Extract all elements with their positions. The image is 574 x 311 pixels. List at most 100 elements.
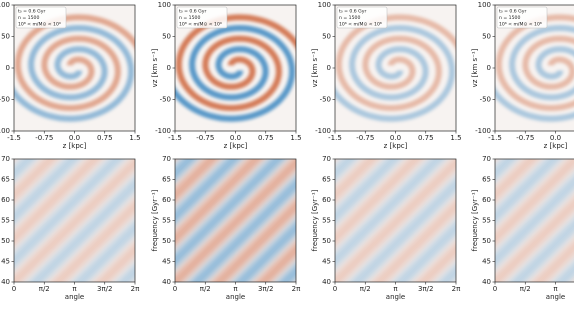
band-shade [175, 159, 264, 247]
y-tick-label: -50 [0, 96, 10, 104]
band-shade [495, 196, 574, 282]
annotation: t₀ = 0.6 Gyr [179, 9, 206, 15]
y-tick-label: 45 [162, 258, 171, 266]
x-tick-label: -0.75 [35, 134, 53, 142]
y-tick-label: 55 [1, 217, 10, 225]
band-shade [14, 159, 125, 269]
band-shade [371, 198, 456, 282]
band-shade [94, 241, 135, 282]
x-tick-label: π [233, 285, 238, 293]
band-shade [255, 241, 296, 282]
y-tick-label: 70 [482, 155, 491, 163]
spiral-shade [14, 14, 135, 112]
x-tick-label: 0.0 [230, 134, 241, 142]
band-shade [14, 159, 59, 204]
x-tick-label: -0.75 [516, 134, 534, 142]
y-tick-label: 70 [1, 155, 10, 163]
y-tick-label: 50 [162, 33, 171, 41]
x-tick-label: π/2 [520, 285, 531, 293]
annotation-box [496, 6, 548, 29]
x-axis-label: z [kpc] [544, 142, 568, 150]
x-tick-label: -0.75 [196, 134, 214, 142]
y-axis-label: frequency [Gyr⁻¹] [471, 189, 479, 251]
band-shade [211, 198, 296, 282]
y-tick-label: 50 [482, 33, 491, 41]
y-tick-label: 100 [158, 1, 171, 9]
spiral-shade [495, 14, 574, 112]
x-tick-label: 3π/2 [97, 285, 112, 293]
y-axis-label: vz [km s⁻¹] [471, 48, 479, 87]
y-tick-label: 65 [482, 176, 491, 184]
x-axis-label: angle [546, 293, 565, 301]
band-shade [116, 263, 135, 282]
x-tick-label: π/2 [200, 285, 211, 293]
x-tick-label: -0.75 [356, 134, 374, 142]
band-shade [553, 261, 574, 282]
y-tick-label: 50 [322, 237, 331, 245]
band-shade [189, 176, 296, 282]
band-shade [495, 159, 562, 225]
band-shade [393, 220, 456, 282]
y-tick-label: -100 [475, 127, 491, 135]
x-tick-label: 3π/2 [418, 285, 433, 293]
y-tick-label: -50 [480, 96, 491, 104]
y-tick-label: 65 [322, 176, 331, 184]
x-tick-label: π/2 [360, 285, 371, 293]
band-shade [495, 159, 574, 247]
x-tick-label: 0.75 [418, 134, 434, 142]
band-shade [233, 220, 296, 282]
x-tick-label: 2π [131, 285, 140, 293]
band-shade [495, 174, 574, 269]
band-shade [175, 159, 242, 225]
y-tick-label: 65 [1, 176, 10, 184]
x-tick-label: -1.5 [328, 134, 342, 142]
x-tick-label: π/2 [39, 285, 50, 293]
y-tick-label: 70 [162, 155, 171, 163]
x-tick-label: π [393, 285, 398, 293]
annotation: t₀ = 0.6 Gyr [339, 9, 366, 15]
annotation: 10⁸ < m/M⊙ < 10⁹ [18, 22, 61, 28]
band-shade [175, 159, 296, 282]
band-shade [277, 263, 296, 282]
band-shade [175, 159, 286, 269]
y-tick-label: 60 [322, 196, 331, 204]
y-axis-label: vz [km s⁻¹] [151, 48, 159, 87]
y-tick-label: 0 [327, 64, 331, 72]
annotation: t₀ = 0.6 Gyr [499, 9, 526, 15]
y-tick-label: 50 [482, 237, 491, 245]
band-shade [28, 176, 135, 282]
band-shade [349, 176, 456, 282]
y-tick-label: 40 [1, 278, 10, 286]
band-shade [437, 263, 456, 282]
annotation: 10⁶ < m/M⊙ < 10⁸ [499, 22, 542, 28]
heatmap [175, 159, 296, 282]
heatmap [495, 159, 574, 282]
y-tick-label: 45 [322, 258, 331, 266]
y-tick-label: 100 [0, 1, 10, 9]
y-tick-label: 45 [482, 258, 491, 266]
band-shade [72, 220, 135, 282]
y-tick-label: 100 [478, 1, 491, 9]
y-tick-label: 60 [482, 196, 491, 204]
band-shade [14, 159, 81, 225]
x-axis-label: angle [226, 293, 245, 301]
y-tick-label: -100 [315, 127, 331, 135]
y-tick-label: 55 [482, 217, 491, 225]
band-shade [14, 159, 103, 247]
y-axis-label: frequency [Gyr⁻¹] [151, 189, 159, 251]
band-shade [415, 241, 456, 282]
y-tick-label: 60 [1, 196, 10, 204]
band-shade [335, 159, 446, 269]
annotation: 10⁶ < m/M⊙ < 10⁸ [339, 22, 382, 28]
x-tick-label: π [72, 285, 77, 293]
x-tick-label: 1.5 [129, 134, 140, 142]
x-tick-label: 0 [493, 285, 497, 293]
y-tick-label: 50 [1, 33, 10, 41]
y-tick-label: -100 [0, 127, 10, 135]
band-shade [335, 159, 380, 204]
y-tick-label: 40 [322, 278, 331, 286]
band-shade [335, 159, 402, 225]
band-shade [14, 159, 37, 182]
